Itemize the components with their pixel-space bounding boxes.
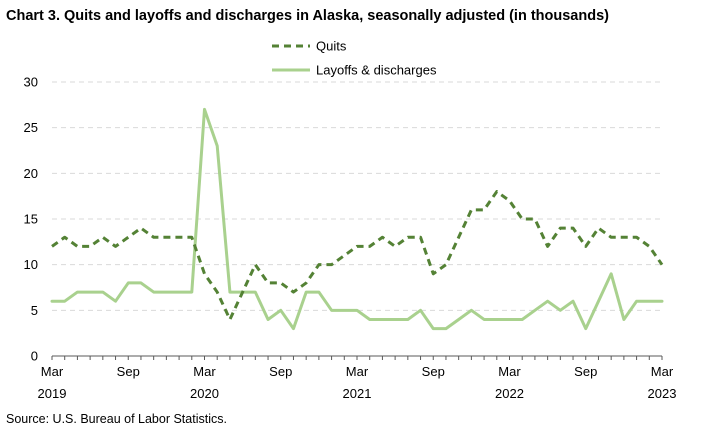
legend-label: Quits [316, 39, 347, 54]
chart-title: Chart 3. Quits and layoffs and discharge… [6, 8, 609, 24]
y-tick-label: 20 [24, 166, 38, 181]
series-line-quits [51, 190, 664, 321]
source-note: Source: U.S. Bureau of Labor Statistics. [6, 412, 227, 426]
x-tick-label: Sep [422, 364, 445, 379]
x-tick-label: Sep [269, 364, 292, 379]
x-tick-label: Mar [193, 364, 216, 379]
x-tick-label: Mar [346, 364, 369, 379]
y-tick-label: 30 [24, 75, 38, 90]
y-tick-label: 10 [24, 257, 38, 272]
legend: Quits Layoffs & discharges [272, 39, 437, 78]
axes: 0 5 10 15 20 25 30 Mar 2019 Sep Mar 2020 Sep Mar 2021 S… [24, 75, 677, 402]
y-tick-label: 0 [31, 349, 38, 364]
x-tick-label: Mar [41, 364, 64, 379]
legend-item-layoffs-discharges: Layoffs & discharges [272, 63, 437, 78]
x-tick-year-label: 2021 [343, 386, 372, 401]
gridlines [52, 81, 662, 311]
x-tick-year-label: 2019 [38, 386, 67, 401]
x-tick-label: Sep [117, 364, 140, 379]
x-tick-label: Mar [651, 364, 674, 379]
y-tick-label: 5 [31, 303, 38, 318]
x-tick-year-label: 2020 [190, 386, 219, 401]
y-tick-label: 15 [24, 212, 38, 227]
x-tick-year-label: 2022 [495, 386, 524, 401]
x-tick-label: Sep [574, 364, 597, 379]
series-lines [50, 107, 664, 331]
legend-label: Layoffs & discharges [316, 63, 437, 78]
y-tick-label: 25 [24, 120, 38, 135]
x-tick-label: Mar [498, 364, 521, 379]
series-line-layoffs-discharges [50, 107, 664, 331]
x-tick-year-label: 2023 [648, 386, 677, 401]
legend-item-quits: Quits [272, 39, 347, 54]
